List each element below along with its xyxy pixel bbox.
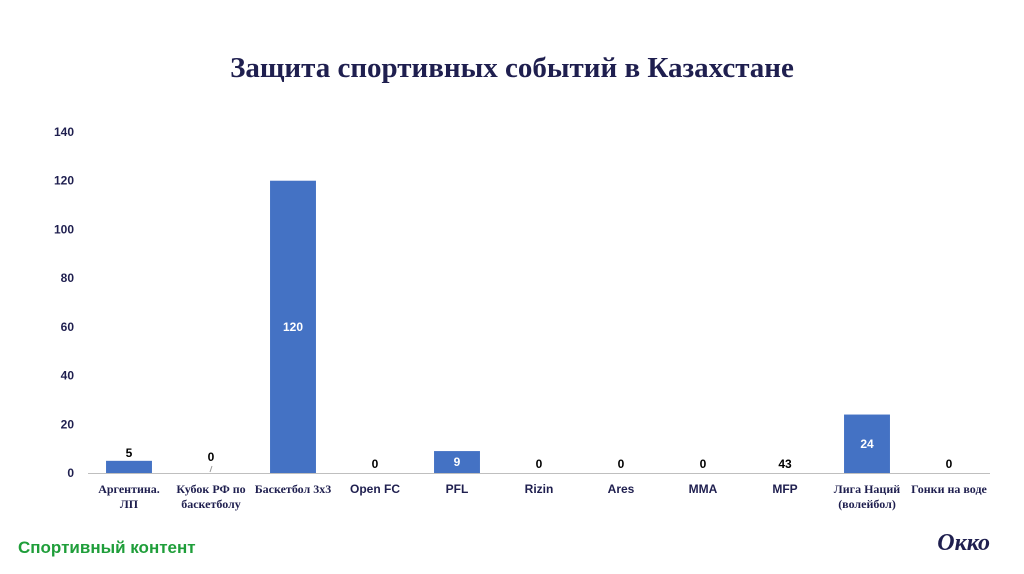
chart-title: Защита спортивных событий в Казахстане — [230, 52, 794, 84]
data-label: 0 — [700, 457, 707, 471]
data-label-leader-line — [209, 465, 213, 473]
x-tick-label: Open FC — [350, 482, 400, 496]
y-tick-label: 80 — [61, 271, 75, 285]
data-label: 43 — [778, 457, 792, 471]
data-label: 120 — [283, 320, 303, 334]
data-label: 24 — [860, 437, 874, 451]
data-label: 0 — [946, 457, 953, 471]
x-tick-label: MFP — [772, 482, 797, 496]
data-label: 0 — [536, 457, 543, 471]
x-tick-label: Аргентина. ЛП — [98, 482, 160, 511]
x-tick-label: PFL — [446, 482, 469, 496]
footer-left-label: Спортивный контент — [18, 538, 196, 557]
y-tick-label: 60 — [61, 320, 75, 334]
y-tick-label: 120 — [54, 174, 74, 188]
y-tick-label: 20 — [61, 417, 75, 431]
x-tick-label: Кубок РФ по баскетболу — [176, 482, 245, 511]
x-tick-label: Гонки на воде — [911, 482, 987, 496]
data-label: 0 — [618, 457, 625, 471]
x-tick-label: Лига Наций (волейбол) — [834, 482, 900, 511]
bar — [106, 460, 152, 473]
x-tick-label: Rizin — [525, 482, 554, 496]
y-tick-label: 100 — [54, 222, 74, 236]
footer-right-brand: Окко — [937, 530, 990, 556]
bar — [844, 414, 890, 473]
bar — [434, 451, 480, 473]
data-label: 9 — [454, 455, 461, 469]
data-label: 0 — [372, 457, 379, 471]
x-tick-label: Баскетбол 3x3 — [255, 482, 332, 496]
data-label: 0 — [208, 450, 215, 464]
y-tick-label: 0 — [67, 466, 74, 480]
y-tick-label: 40 — [61, 369, 75, 383]
x-tick-label: MMA — [689, 482, 718, 496]
y-tick-label: 140 — [54, 125, 74, 139]
bar — [270, 180, 316, 473]
x-tick-label: Ares — [608, 482, 635, 496]
data-label: 5 — [126, 446, 133, 460]
